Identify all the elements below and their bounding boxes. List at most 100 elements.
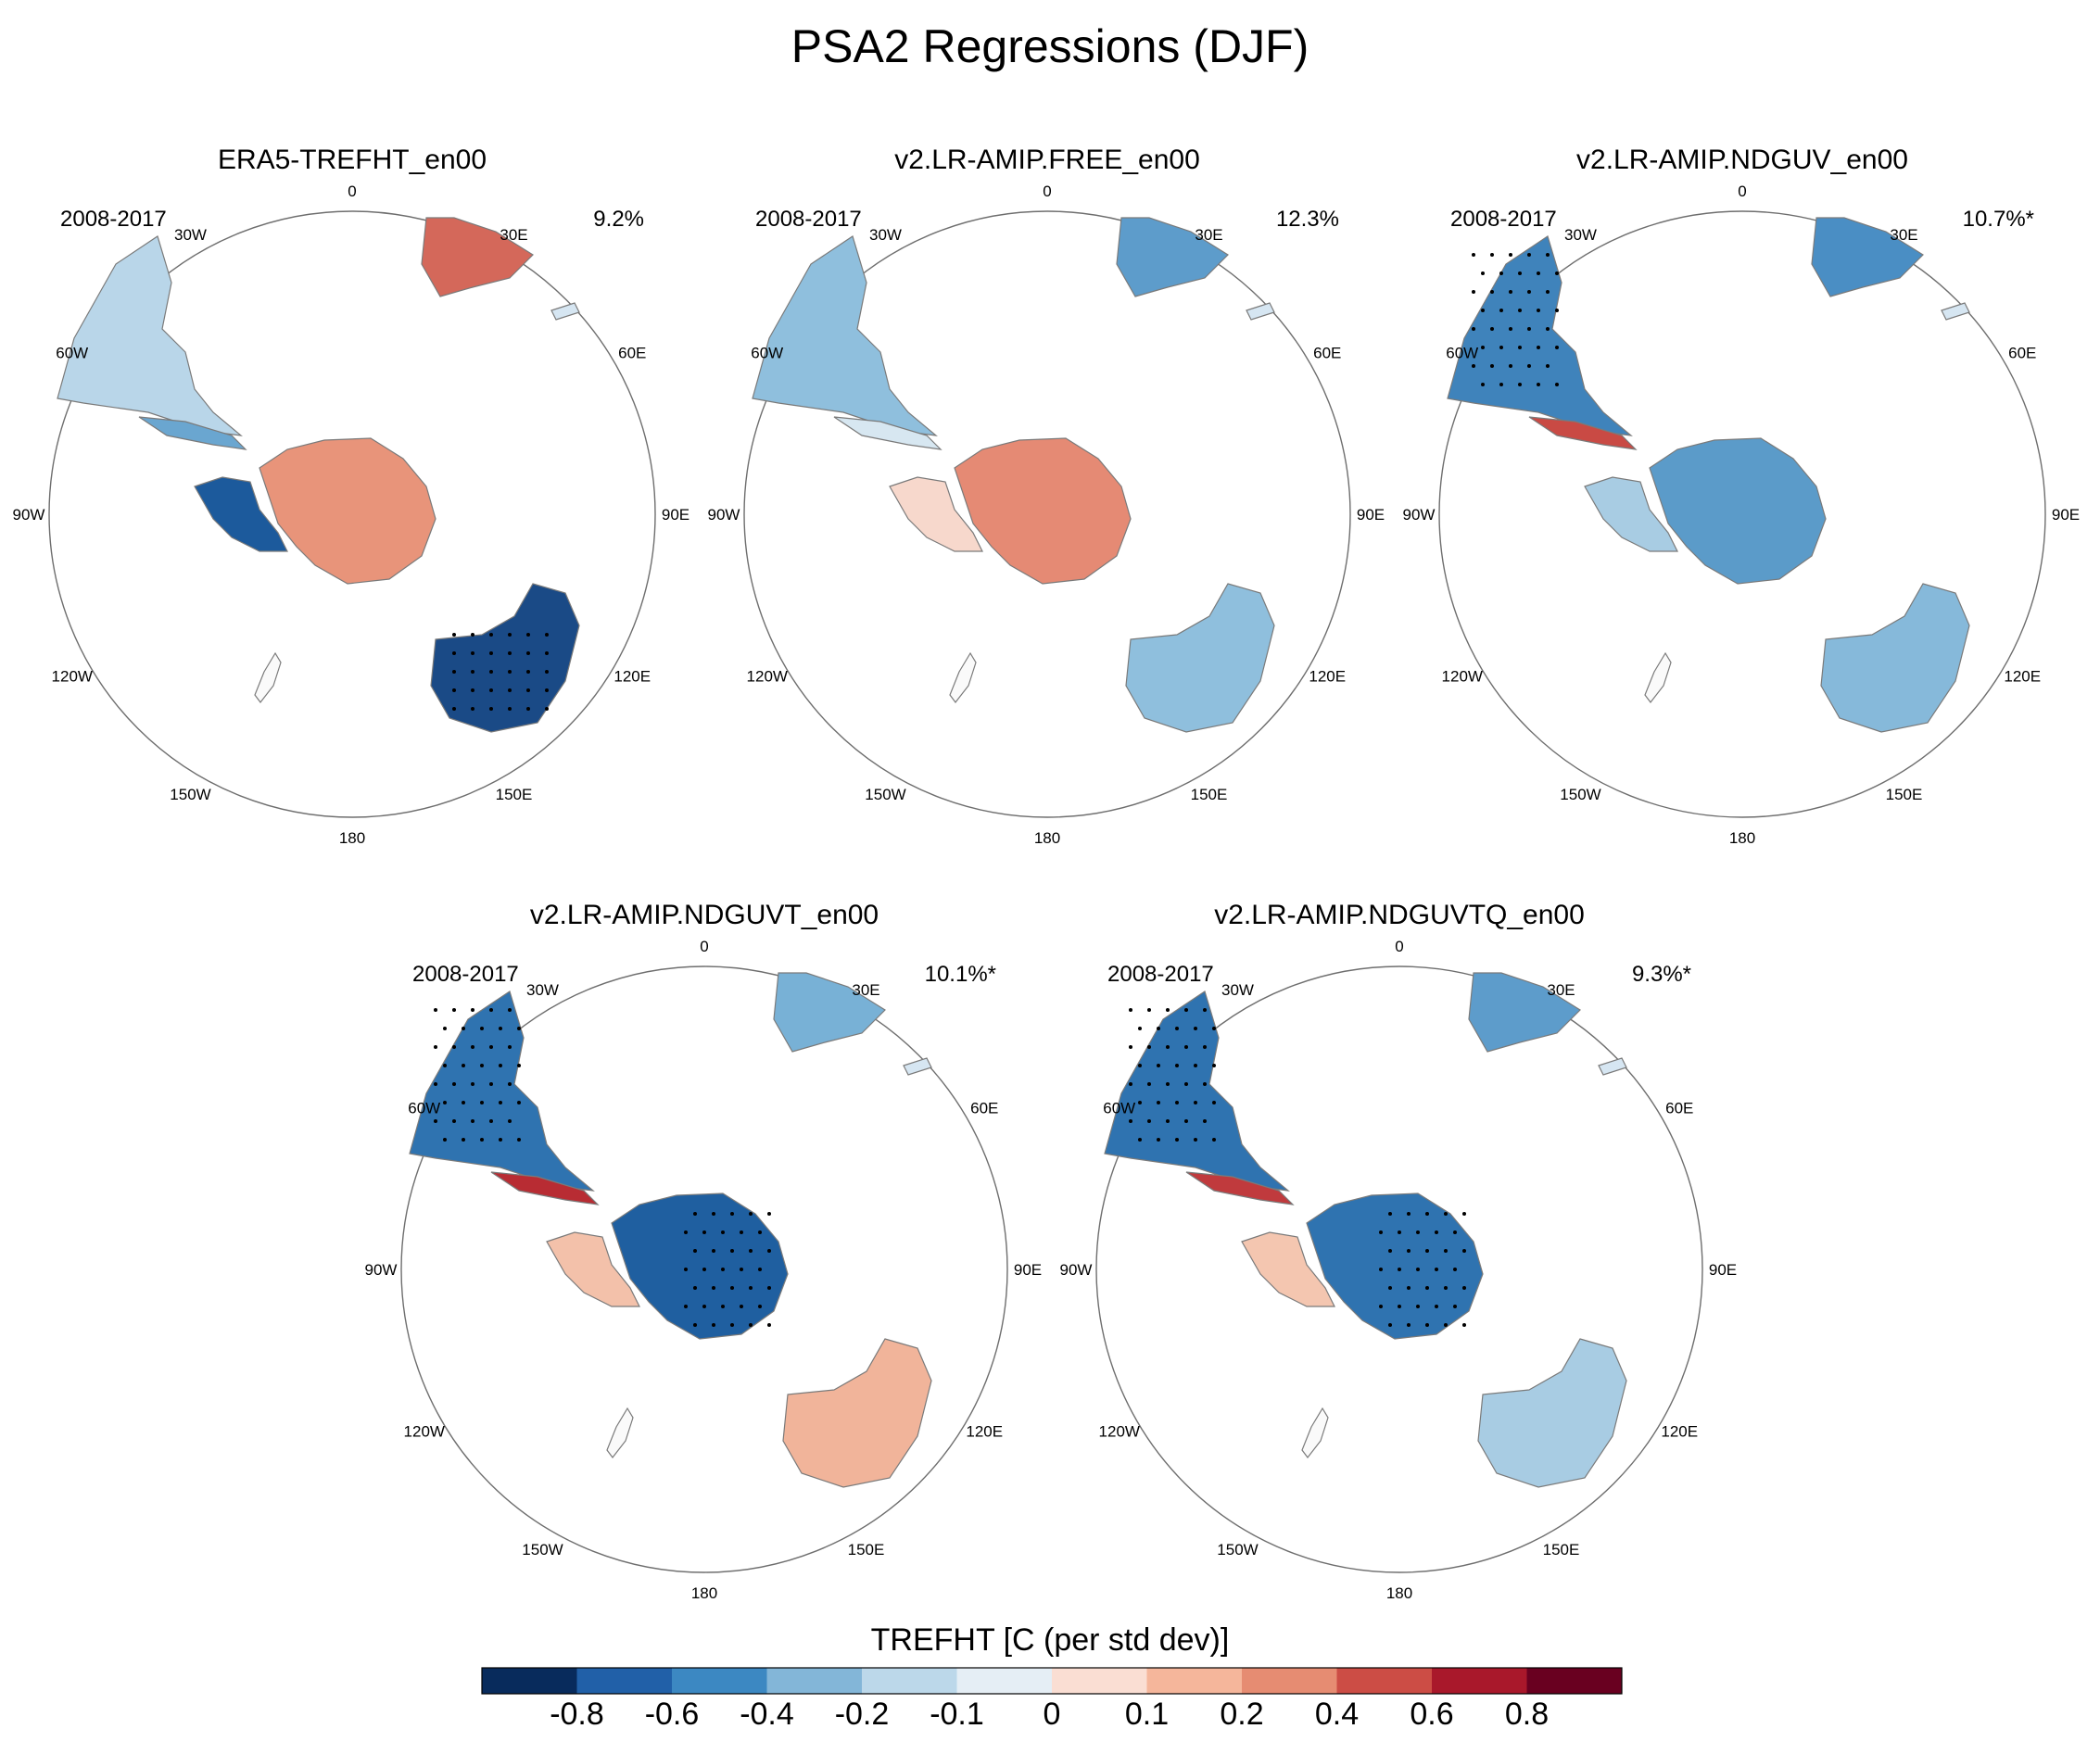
significance-dot bbox=[434, 1082, 437, 1086]
significance-dot bbox=[499, 1027, 502, 1030]
lon-label: 90E bbox=[1014, 1261, 1042, 1279]
significance-dot bbox=[1166, 1082, 1170, 1086]
significance-dot bbox=[452, 651, 456, 655]
significance-dot bbox=[749, 1249, 753, 1253]
significance-dot bbox=[1416, 1305, 1420, 1308]
significance-dot bbox=[434, 1119, 437, 1123]
significance-dot bbox=[1527, 327, 1531, 331]
significance-dot bbox=[1472, 290, 1475, 294]
significance-dot bbox=[1481, 271, 1485, 275]
significance-dot bbox=[508, 633, 512, 637]
significance-dot bbox=[1546, 290, 1550, 294]
significance-dot bbox=[684, 1305, 688, 1308]
significance-dot bbox=[1425, 1323, 1429, 1327]
lon-label: 90E bbox=[2052, 506, 2080, 524]
panel-title: ERA5-TREFHT_en00 bbox=[28, 144, 677, 177]
significance-dot bbox=[526, 707, 530, 711]
colorbar-tick-label: 0.6 bbox=[1385, 1696, 1478, 1733]
lon-label: 60W bbox=[1103, 1100, 1135, 1117]
lon-label: 0 bbox=[1738, 183, 1746, 200]
significance-dot bbox=[508, 651, 512, 655]
significance-dot bbox=[1444, 1323, 1448, 1327]
significance-dot bbox=[489, 707, 493, 711]
significance-dot bbox=[1537, 309, 1540, 312]
lon-label: 90W bbox=[1403, 506, 1436, 524]
significance-dot bbox=[1490, 290, 1494, 294]
significance-dot bbox=[1147, 1119, 1151, 1123]
period-label: 2008-2017 bbox=[412, 962, 519, 988]
significance-dot bbox=[1194, 1027, 1197, 1030]
significance-dot bbox=[545, 688, 549, 692]
significance-dot bbox=[508, 1045, 512, 1049]
lon-label: 150E bbox=[496, 786, 533, 803]
significance-dot bbox=[730, 1212, 734, 1216]
significance-dot bbox=[712, 1249, 715, 1253]
significance-dot bbox=[1194, 1138, 1197, 1142]
lon-label: 0 bbox=[348, 183, 356, 200]
significance-dot bbox=[499, 1101, 502, 1104]
colorbar-swatch bbox=[1527, 1668, 1623, 1694]
significance-dot bbox=[1537, 383, 1540, 386]
significance-dot bbox=[1546, 364, 1550, 368]
significance-dot bbox=[758, 1268, 762, 1271]
significance-dot bbox=[1462, 1249, 1466, 1253]
lon-label: 30W bbox=[1221, 981, 1254, 999]
significance-dot bbox=[1175, 1064, 1179, 1067]
significance-dot bbox=[1138, 1027, 1142, 1030]
significance-dot bbox=[1138, 1101, 1142, 1104]
colorbar-tick-label: 0.4 bbox=[1291, 1696, 1384, 1733]
significance-dot bbox=[434, 1045, 437, 1049]
significance-dot bbox=[517, 1101, 521, 1104]
colorbar-swatch bbox=[1337, 1668, 1433, 1694]
significance-dot bbox=[526, 651, 530, 655]
lon-label: 60E bbox=[1313, 345, 1341, 362]
significance-dot bbox=[1435, 1230, 1438, 1234]
significance-dot bbox=[730, 1249, 734, 1253]
significance-dot bbox=[508, 1119, 512, 1123]
significance-dot bbox=[721, 1268, 725, 1271]
colorbar-swatch bbox=[482, 1668, 577, 1694]
significance-dot bbox=[1527, 253, 1531, 257]
lon-label: 180 bbox=[339, 829, 365, 847]
significance-dot bbox=[517, 1027, 521, 1030]
significance-dot bbox=[1509, 364, 1512, 368]
significance-dot bbox=[1518, 346, 1522, 349]
lon-label: 60E bbox=[2008, 345, 2036, 362]
significance-dot bbox=[1194, 1064, 1197, 1067]
significance-dot bbox=[1546, 327, 1550, 331]
significance-dot bbox=[1147, 1082, 1151, 1086]
lon-label: 90E bbox=[1357, 506, 1385, 524]
lon-label: 150E bbox=[1886, 786, 1923, 803]
significance-dot bbox=[452, 633, 456, 637]
significance-dot bbox=[767, 1286, 771, 1290]
significance-dot bbox=[1184, 1045, 1188, 1049]
significance-dot bbox=[1166, 1119, 1170, 1123]
significance-dot bbox=[712, 1286, 715, 1290]
significance-dot bbox=[1388, 1249, 1392, 1253]
significance-dot bbox=[1147, 1008, 1151, 1012]
significance-dot bbox=[1425, 1249, 1429, 1253]
significance-dot bbox=[517, 1138, 521, 1142]
significance-dot bbox=[1462, 1286, 1466, 1290]
colorbar-swatch bbox=[577, 1668, 673, 1694]
significance-dot bbox=[1537, 271, 1540, 275]
maps-canvas: 030E60E90E120E150E180150W120W90W60W30W03… bbox=[0, 0, 2100, 1754]
significance-dot bbox=[489, 1008, 493, 1012]
variance-percent: 9.3%* bbox=[1562, 962, 1691, 988]
significance-dot bbox=[1129, 1082, 1132, 1086]
colorbar-swatch bbox=[767, 1668, 863, 1694]
significance-dot bbox=[1212, 1027, 1216, 1030]
significance-dot bbox=[1509, 253, 1512, 257]
significance-dot bbox=[1518, 271, 1522, 275]
lon-label: 90W bbox=[1060, 1261, 1093, 1279]
significance-dot bbox=[1407, 1249, 1411, 1253]
lon-label: 60E bbox=[970, 1100, 998, 1117]
significance-dot bbox=[1129, 1045, 1132, 1049]
significance-dot bbox=[749, 1212, 753, 1216]
colorbar-tick-label: 0.8 bbox=[1481, 1696, 1574, 1733]
significance-dot bbox=[1444, 1249, 1448, 1253]
significance-dot bbox=[1537, 346, 1540, 349]
variance-percent: 12.3% bbox=[1209, 207, 1339, 233]
significance-dot bbox=[1481, 383, 1485, 386]
lon-label: 60E bbox=[1665, 1100, 1693, 1117]
